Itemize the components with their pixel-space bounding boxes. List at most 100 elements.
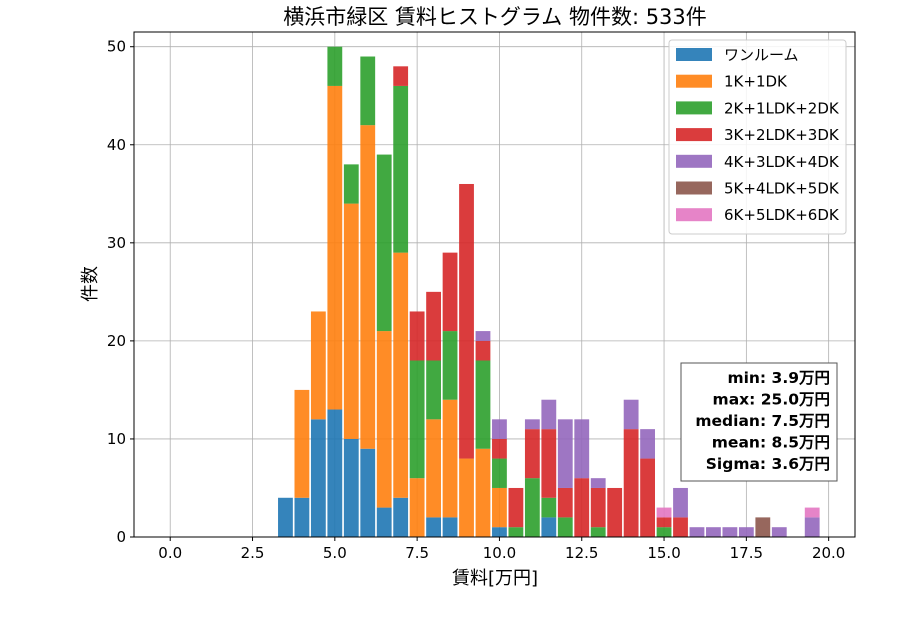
legend-entry: 1K+1DK	[724, 73, 788, 91]
histogram-bar	[557, 419, 573, 488]
histogram-bar	[310, 419, 326, 537]
y-tick-label: 50	[107, 38, 126, 56]
histogram-bar	[360, 56, 376, 126]
histogram-bar	[492, 487, 507, 528]
histogram-bar	[673, 517, 688, 537]
histogram-bar	[442, 331, 458, 400]
x-tick-label: 20.0	[812, 544, 845, 562]
histogram-bar	[771, 527, 787, 537]
histogram-bar	[393, 85, 409, 253]
histogram-bar	[574, 419, 590, 479]
legend-entry: 6K+5LDK+6DK	[724, 206, 840, 224]
histogram-bar	[376, 154, 392, 332]
histogram-bar	[738, 527, 754, 537]
histogram-bar	[393, 497, 409, 537]
x-tick-label: 2.5	[241, 544, 265, 562]
legend-swatch	[676, 128, 712, 142]
histogram-bar	[409, 360, 425, 479]
x-tick-label: 15.0	[647, 544, 680, 562]
histogram-bar	[524, 429, 540, 479]
histogram-bar	[492, 419, 507, 439]
histogram-bar	[475, 340, 491, 361]
histogram-bar	[541, 429, 557, 498]
histogram-bar	[327, 409, 343, 537]
histogram-bar	[804, 517, 820, 537]
stats-line: median: 7.5万円	[695, 412, 830, 430]
histogram-bar	[508, 527, 524, 537]
legend-entry: 5K+4LDK+5DK	[724, 180, 840, 198]
histogram-bar	[360, 125, 376, 449]
histogram-bar	[393, 66, 409, 86]
histogram-bar	[376, 507, 392, 537]
legend-swatch	[676, 154, 712, 168]
histogram-bar	[755, 517, 771, 537]
histogram-bar	[590, 527, 606, 537]
histogram-bar	[492, 527, 507, 537]
histogram-bar	[623, 429, 639, 537]
histogram-bar	[541, 399, 557, 430]
histogram-bar	[459, 458, 474, 537]
histogram-bar	[508, 487, 524, 528]
y-tick-label: 20	[107, 332, 126, 350]
legend-entry: 3K+2LDK+3DK	[724, 126, 840, 144]
legend-frame	[668, 39, 847, 235]
legend-entry: 2K+1LDK+2DK	[724, 99, 840, 117]
histogram-bar	[426, 291, 442, 361]
histogram-bar	[393, 252, 409, 498]
x-tick-label: 0.0	[158, 544, 182, 562]
histogram-bar	[343, 203, 359, 439]
histogram-bar	[492, 458, 507, 488]
legend-swatch	[676, 101, 712, 115]
histogram-bar	[590, 487, 606, 528]
histogram-bar	[310, 311, 326, 420]
histogram-bar	[426, 360, 442, 420]
y-tick-label: 10	[107, 430, 126, 448]
histogram-bar	[426, 517, 442, 537]
histogram-bar	[574, 478, 590, 537]
legend-swatch	[676, 74, 712, 88]
y-tick-label: 40	[107, 136, 126, 154]
plot-frame	[133, 31, 856, 538]
ticks: 0.0 2.5 5.0 7.5 10.0 12.5 15.0 17.5 20.0 0 10 20 30 4…	[107, 38, 845, 562]
stats-box: min: 3.9万円 max: 25.0万円 median: 7.5万円 mean: …	[680, 362, 838, 482]
histogram-bar	[459, 183, 474, 459]
stats-line: mean: 8.5万円	[712, 434, 830, 452]
histogram-bar	[327, 85, 343, 410]
stats-line: max: 25.0万円	[713, 391, 830, 409]
x-tick-label: 7.5	[405, 544, 429, 562]
histogram-bar	[343, 438, 359, 537]
histogram-bar	[524, 419, 540, 430]
histogram-bar	[278, 497, 293, 537]
histogram-bar	[673, 487, 688, 518]
histogram-bar	[722, 527, 738, 537]
legend-entry: 4K+3LDK+4DK	[724, 153, 840, 171]
histogram-bar	[607, 487, 623, 537]
y-tick-label: 30	[107, 234, 126, 252]
histogram-bar	[640, 458, 655, 537]
histogram-bar	[689, 527, 705, 537]
x-tick-label: 12.5	[565, 544, 598, 562]
histogram-bar	[557, 487, 573, 518]
histogram-bar	[442, 517, 458, 537]
y-axis-label: 件数	[80, 266, 101, 302]
histogram-bar	[475, 331, 491, 341]
histogram-bar	[804, 507, 820, 518]
histogram-bar	[327, 46, 343, 86]
histogram-bar	[294, 497, 310, 537]
histogram-bar	[492, 438, 507, 459]
histogram-bar	[656, 527, 672, 537]
histogram-bar	[294, 389, 310, 498]
histogram-bar	[623, 399, 639, 430]
histogram-bar	[409, 311, 425, 361]
histogram-bar	[426, 419, 442, 518]
histogram-bar	[541, 517, 557, 537]
histogram-bar	[409, 478, 425, 537]
stats-line: Sigma: 3.6万円	[706, 455, 830, 473]
x-tick-label: 17.5	[730, 544, 763, 562]
histogram-bar	[475, 448, 491, 537]
histogram-bar	[442, 399, 458, 518]
histogram-bar	[640, 429, 655, 459]
x-axis-label: 賃料[万円]	[452, 568, 538, 589]
chart-title: 横浜市緑区 賃料ヒストグラム 物件数: 533件	[283, 5, 707, 29]
